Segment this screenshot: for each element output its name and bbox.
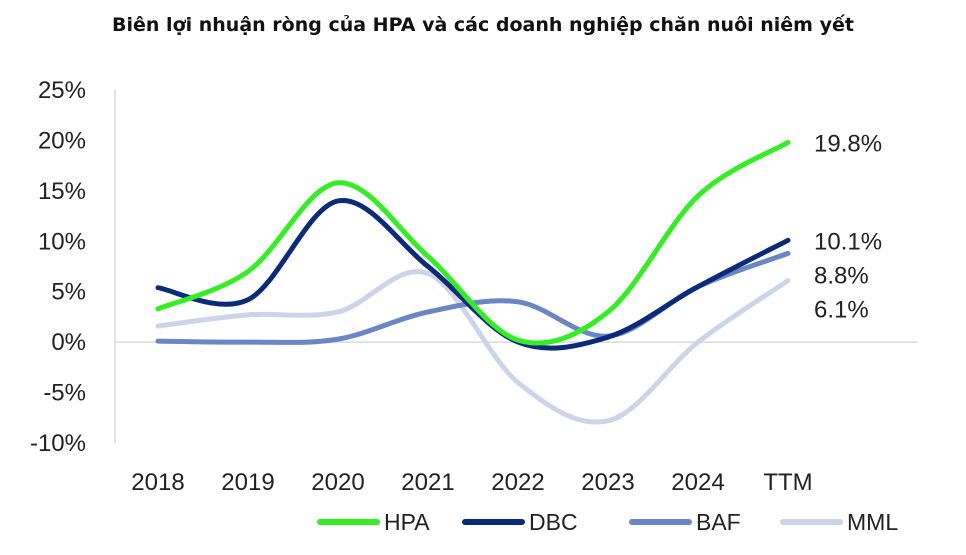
- series-line-mml: [155, 269, 791, 425]
- end-label-hpa: 19.8%: [814, 130, 882, 157]
- series-line-dbc: [155, 198, 791, 351]
- y-tick-label: 25%: [38, 77, 86, 104]
- x-tick-label: 2021: [401, 469, 454, 496]
- y-tick-label: 5%: [51, 279, 86, 306]
- legend-label-mml: MML: [847, 509, 898, 535]
- x-tick-label: TTM: [763, 469, 812, 496]
- x-tick-label: 2024: [671, 469, 724, 496]
- legend-label-dbc: DBC: [529, 509, 578, 535]
- end-label-baf: 8.8%: [814, 262, 869, 289]
- end-labels: 19.8% 10.1% 8.8% 6.1%: [814, 130, 882, 323]
- y-tick-label: -5%: [43, 380, 86, 407]
- legend: HPA DBC BAF MML: [317, 509, 898, 535]
- chart-axes: -10% -5% 0% 5% 10% 15% 20% 25% 2018 2019 2020 2021 2…: [30, 77, 918, 496]
- y-tick-label: 20%: [38, 127, 86, 154]
- legend-label-hpa: HPA: [384, 509, 430, 535]
- x-tick-label: 2023: [581, 469, 634, 496]
- x-tick-label: 2020: [311, 469, 364, 496]
- y-tick-label: 0%: [51, 329, 86, 356]
- y-tick-label: 15%: [38, 178, 86, 205]
- series-lines: [155, 139, 791, 425]
- legend-label-baf: BAF: [696, 509, 741, 535]
- x-tick-label: 2018: [131, 469, 184, 496]
- end-label-mml: 6.1%: [814, 296, 869, 323]
- x-tick-label: 2022: [491, 469, 544, 496]
- x-tick-label: 2019: [221, 469, 274, 496]
- end-label-dbc: 10.1%: [814, 228, 882, 255]
- series-line-hpa: [155, 139, 791, 346]
- y-tick-label: -10%: [30, 430, 86, 457]
- chart-title: Biên lợi nhuận ròng của HPA và các doanh…: [112, 14, 854, 36]
- y-tick-label: 10%: [38, 228, 86, 255]
